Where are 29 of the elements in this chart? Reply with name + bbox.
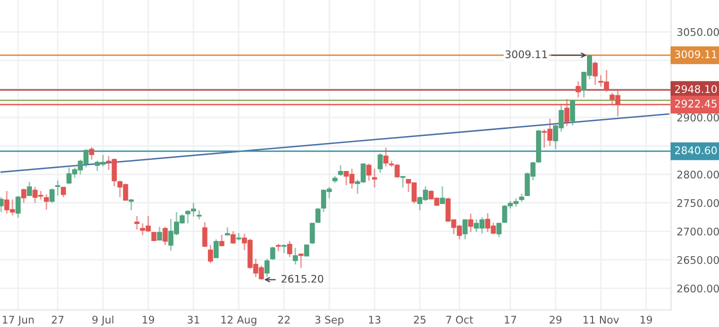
x-tick-label: 31	[188, 316, 200, 324]
x-tick-label: 7 Oct	[446, 316, 474, 324]
x-tick-label: 13	[369, 316, 380, 324]
annotation: 3009.11	[506, 50, 547, 58]
y-tick-label: 3050.00	[677, 28, 719, 36]
x-tick-label: 27	[52, 316, 64, 324]
x-tick-label: 25	[414, 316, 426, 324]
y-tick-label: 2700.00	[677, 228, 719, 236]
x-tick-label: 17 Jun	[2, 316, 34, 326]
x-tick-label: 19	[640, 316, 652, 324]
y-tick-label: 2600.00	[677, 284, 719, 292]
annotation: 2615.20	[282, 274, 324, 283]
x-tick-label: 19	[142, 316, 154, 324]
x-tick-label: 12 Aug	[221, 316, 256, 326]
y-tick-label: 2650.00	[677, 256, 719, 264]
x-tick-label: 3 Sep	[315, 316, 344, 326]
x-tick-label: 11 Nov	[584, 316, 619, 324]
y-tick-label: 2750.00	[677, 199, 719, 207]
y-tick-label: 2900.00	[677, 114, 719, 122]
ref-line-label: 2948.10	[675, 85, 717, 93]
x-tick-label: 17	[504, 316, 516, 324]
ref-line-label: 3009.11	[675, 50, 716, 58]
ref-line-label: 2922.45	[675, 100, 717, 108]
y-tick-label: 2800.00	[677, 170, 719, 178]
x-tick-label: 29	[550, 316, 562, 324]
candlestick	[315, 207, 320, 224]
ref-line-label: 2840.60	[675, 146, 717, 154]
x-tick-label: 22	[278, 316, 290, 324]
x-tick-label: 9 Jul	[92, 316, 114, 326]
